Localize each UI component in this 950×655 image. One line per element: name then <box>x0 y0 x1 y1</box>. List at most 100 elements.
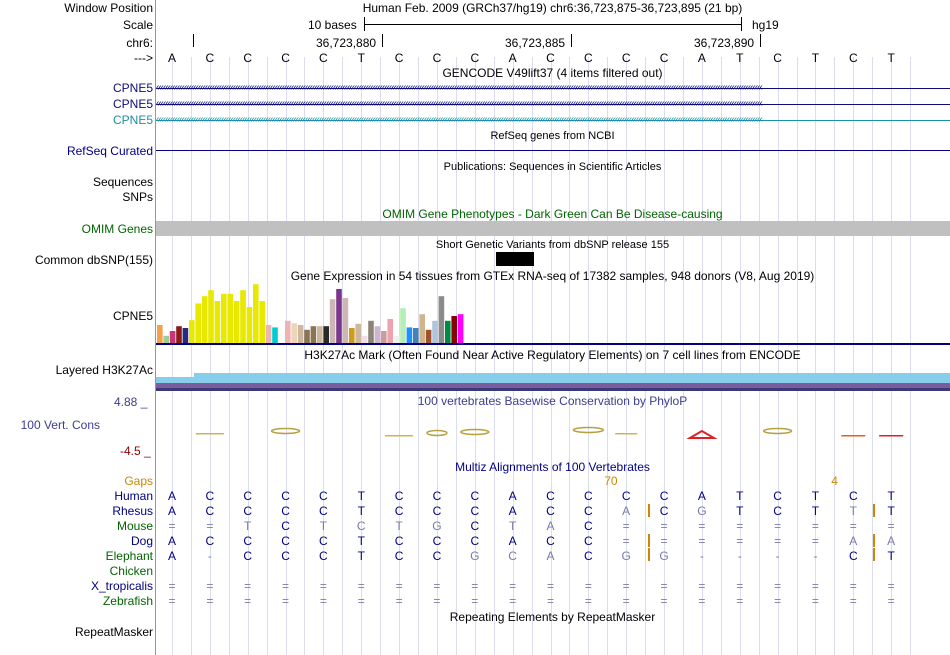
gtex-track-label[interactable]: CPNE5 <box>112 309 153 323</box>
multiz-base: C <box>319 549 328 563</box>
multiz-base: = <box>698 534 706 548</box>
multiz-species-label[interactable]: X_tropicalis <box>90 579 153 593</box>
multiz-base: = <box>546 579 554 593</box>
h3k27ac-track-label[interactable]: Layered H3K27Ac <box>55 363 153 377</box>
dbsnp-variant[interactable] <box>496 252 534 266</box>
strand-arrow-label[interactable]: ---> <box>134 51 153 65</box>
publications-snps-label[interactable]: SNPs <box>122 190 153 204</box>
multiz-species-label[interactable]: Elephant <box>105 549 153 563</box>
multiz-base: C <box>546 489 555 503</box>
sequence-base: C <box>319 51 328 65</box>
multiz-base: T <box>357 534 365 548</box>
gencode-gene-body[interactable]: ‹‹‹‹‹‹‹‹‹‹‹‹‹‹‹‹‹‹‹‹‹‹‹‹‹‹‹‹‹‹‹‹‹‹‹‹‹‹‹‹… <box>156 115 950 125</box>
multiz-species-label[interactable]: Mouse <box>116 519 153 533</box>
gtex-baseline <box>156 343 950 345</box>
h3k27ac-signal-low[interactable] <box>156 377 194 383</box>
multiz-base: A <box>622 504 631 518</box>
gencode-gene-body[interactable]: ‹‹‹‹‹‹‹‹‹‹‹‹‹‹‹‹‹‹‹‹‹‹‹‹‹‹‹‹‹‹‹‹‹‹‹‹‹‹‹‹… <box>156 99 950 109</box>
multiz-base: A <box>546 549 555 563</box>
multiz-base: = <box>206 594 214 608</box>
multiz-base: T <box>357 489 365 503</box>
multiz-base: A <box>508 504 517 518</box>
multiz-insertion-marker <box>648 504 650 517</box>
phylop-track-label[interactable]: 100 Vert. Cons <box>20 418 100 432</box>
multiz-base: = <box>509 579 517 593</box>
gencode-gene-label[interactable]: CPNE5 <box>112 113 153 127</box>
ruler-tick <box>571 34 572 47</box>
multiz-base: = <box>244 594 252 608</box>
multiz-base: A <box>167 504 176 518</box>
sequence-base: C <box>659 51 669 65</box>
multiz-base: C <box>319 534 328 548</box>
gencode-track-title[interactable]: GENCODE V49lift37 (4 items filtered out) <box>442 66 663 80</box>
omim-phenotype-bar[interactable] <box>156 221 950 236</box>
repeatmasker-track-label[interactable]: RepeatMasker <box>74 625 153 639</box>
multiz-base: = <box>319 579 327 593</box>
h3k27ac-signal-base <box>156 383 950 388</box>
multiz-base: - <box>207 549 212 563</box>
multiz-species-label[interactable]: Rhesus <box>112 504 153 518</box>
gencode-gene-body[interactable]: ‹‹‹‹‹‹‹‹‹‹‹‹‹‹‹‹‹‹‹‹‹‹‹‹‹‹‹‹‹‹‹‹‹‹‹‹‹‹‹‹… <box>156 83 950 93</box>
multiz-base: = <box>395 579 403 593</box>
multiz-base: C <box>659 489 669 503</box>
multiz-base: C <box>432 534 442 548</box>
multiz-base: A <box>546 519 555 533</box>
scale-label[interactable]: Scale <box>122 18 153 32</box>
refseq-track-title: RefSeq genes from NCBI <box>490 130 615 142</box>
multiz-base: = <box>736 594 744 608</box>
multiz-base: C <box>848 549 858 563</box>
multiz-species-label[interactable]: Zebrafish <box>102 594 153 608</box>
publications-track-title: Publications: Sequences in Scientific Ar… <box>443 161 662 173</box>
multiz-base: - <box>699 549 704 563</box>
window-position-label[interactable]: Window Position <box>64 1 153 15</box>
multiz-base: C <box>432 549 442 563</box>
multiz-species-label[interactable]: Human <box>114 489 153 503</box>
multiz-base: = <box>168 519 176 533</box>
phylop-ymax: 4.88 _ <box>114 395 148 409</box>
sequence-base: C <box>848 51 858 65</box>
sequence-base: C <box>394 51 404 65</box>
dbsnp-track-title: Short Genetic Variants from dbSNP releas… <box>435 239 670 251</box>
multiz-base: T <box>357 504 365 518</box>
multiz-base: = <box>471 579 479 593</box>
multiz-base: - <box>813 549 818 563</box>
publications-sequences-label[interactable]: Sequences <box>92 175 153 189</box>
multiz-base: A <box>167 534 176 548</box>
ruler-tick <box>193 34 194 47</box>
multiz-gaps-label[interactable]: Gaps <box>124 474 153 488</box>
multiz-base: C <box>659 504 669 518</box>
multiz-base: = <box>887 594 895 608</box>
sequence-base: C <box>205 51 215 65</box>
gencode-gene-label[interactable]: CPNE5 <box>112 81 153 95</box>
multiz-base: C <box>584 549 593 563</box>
multiz-base: T <box>508 519 517 533</box>
multiz-base: = <box>736 579 744 593</box>
omim-track-label[interactable]: OMIM Genes <box>81 222 153 236</box>
dbsnp-track-label[interactable]: Common dbSNP(155) <box>34 253 153 267</box>
chr-label[interactable]: chr6: <box>126 36 153 50</box>
multiz-base: A <box>887 534 896 548</box>
h3k27ac-signal[interactable] <box>194 373 950 383</box>
multiz-base: = <box>509 594 517 608</box>
sequence-base: C <box>546 51 555 65</box>
gencode-gene-label[interactable]: CPNE5 <box>112 97 153 111</box>
scale-bar <box>364 24 742 25</box>
multiz-base: G <box>470 549 480 563</box>
multiz-insertion-marker <box>648 548 650 561</box>
multiz-base: C <box>773 504 782 518</box>
multiz-base: = <box>319 594 327 608</box>
multiz-base: = <box>849 579 857 593</box>
multiz-species-label[interactable]: Chicken <box>109 564 153 578</box>
refseq-track-label[interactable]: RefSeq Curated <box>66 144 153 158</box>
multiz-base: C <box>470 489 480 503</box>
refseq-line[interactable] <box>156 150 950 151</box>
multiz-base: = <box>660 534 668 548</box>
multiz-base: = <box>282 594 290 608</box>
multiz-base: C <box>243 504 253 518</box>
multiz-species-label[interactable]: Dog <box>130 534 153 548</box>
sequence-base: T <box>357 51 365 65</box>
multiz-base: C <box>281 504 290 518</box>
sequence-base: C <box>470 51 480 65</box>
multiz-base: C <box>546 534 555 548</box>
multiz-base: C <box>243 489 253 503</box>
